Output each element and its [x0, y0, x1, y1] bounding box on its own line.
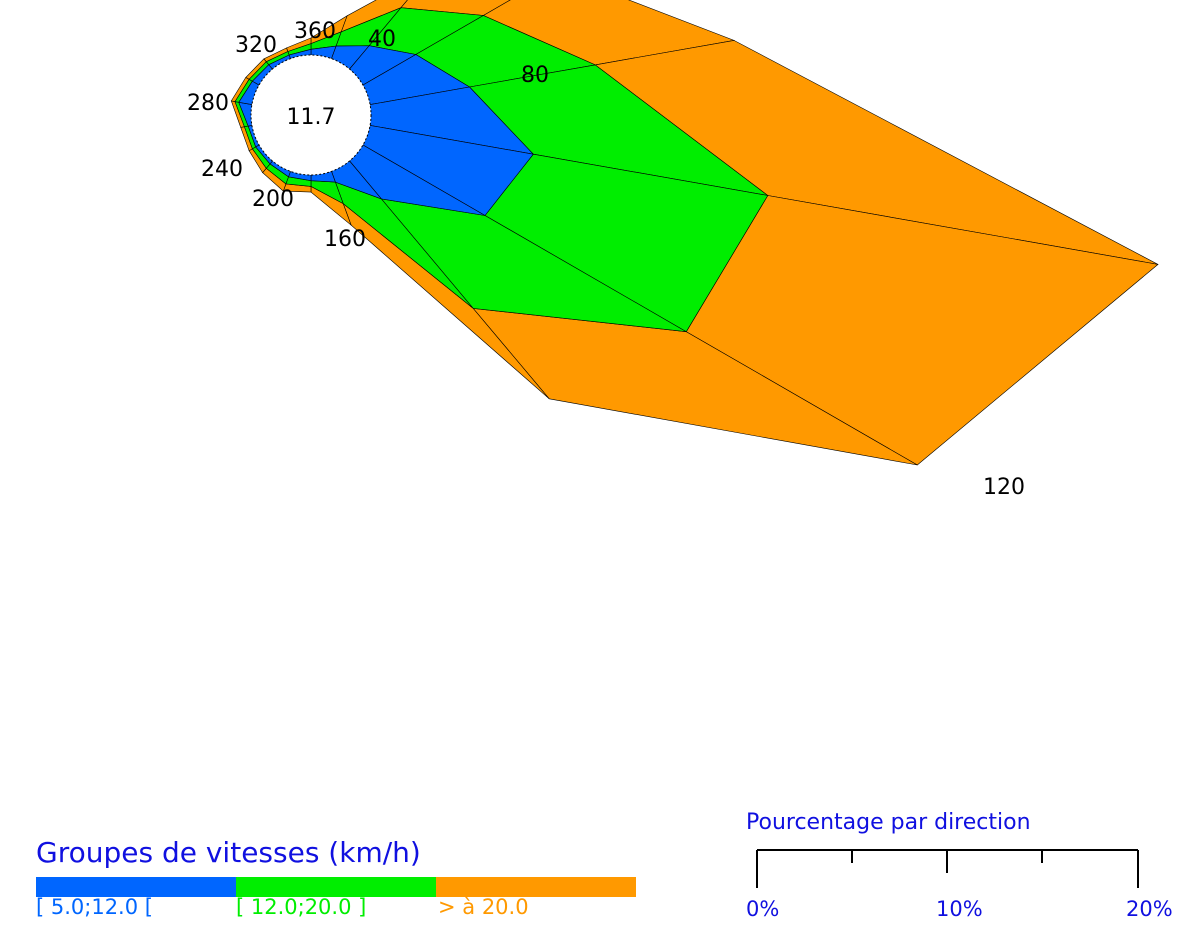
legend-title: Groupes de vitesses (km/h): [36, 836, 421, 869]
direction-label-160: 160: [324, 227, 366, 252]
calm-value: 11.7: [287, 105, 336, 130]
direction-label-120: 120: [983, 475, 1025, 500]
scale-label-10: 10%: [936, 897, 983, 921]
direction-label-80: 80: [521, 63, 549, 88]
calm-circle: [250, 54, 372, 176]
legend-swatch-mid: [236, 877, 436, 897]
wind-rose-sectors: [230, 0, 1159, 466]
direction-label-40: 40: [368, 27, 396, 52]
legend-label-mid: [ 12.0;20.0 ]: [236, 895, 367, 919]
scale-title: Pourcentage par direction: [746, 810, 1031, 835]
legend-swatch-low: [36, 877, 236, 897]
direction-labels: 360 40 80 120 160 200 240 280 320: [187, 19, 1025, 500]
scale-label-0: 0%: [746, 897, 780, 921]
direction-label-200: 200: [252, 187, 294, 212]
scale-bar: [756, 849, 1139, 888]
direction-label-320: 320: [235, 33, 277, 58]
direction-label-360: 360: [294, 19, 336, 44]
legend-label-low: [ 5.0;12.0 [: [36, 895, 153, 919]
legend-swatch-high: [436, 877, 636, 897]
legend-label-high: > à 20.0: [438, 895, 529, 919]
direction-label-240: 240: [201, 157, 243, 182]
direction-label-280: 280: [187, 91, 229, 116]
scale-label-20: 20%: [1126, 897, 1173, 921]
